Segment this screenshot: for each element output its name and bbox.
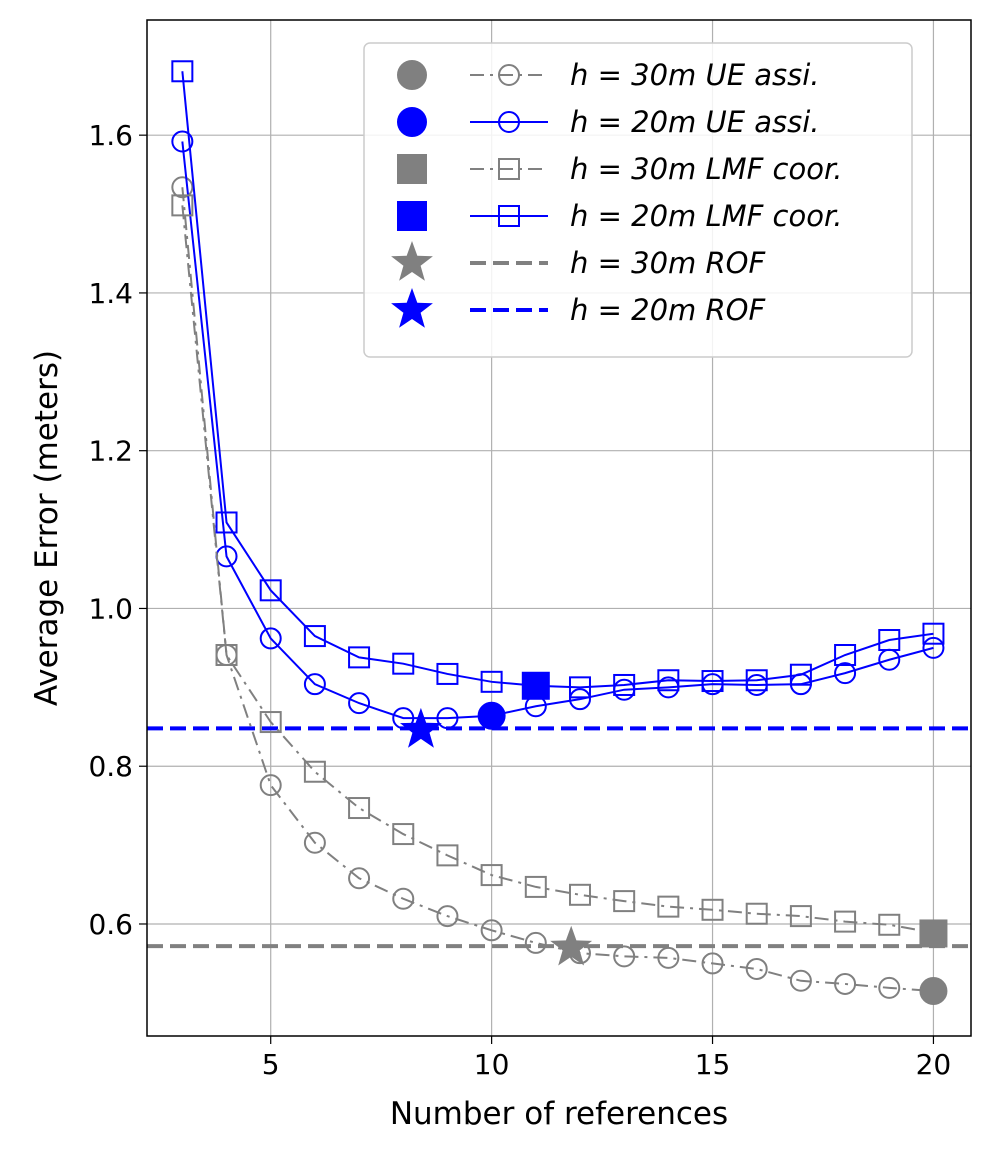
- data-point: [613, 673, 636, 696]
- data-point: [303, 625, 326, 648]
- series-line: [181, 205, 934, 934]
- data-point: [480, 919, 503, 942]
- data-point: [303, 831, 326, 854]
- legend-label: h = 20m UE assi.: [570, 105, 820, 139]
- y-tick-label: 0.6: [88, 908, 133, 941]
- x-tick-label: 15: [695, 1048, 731, 1081]
- data-point: [568, 883, 591, 906]
- y-axis-label: Average Error (meters): [29, 350, 65, 706]
- data-point: [789, 663, 812, 686]
- legend-circle-icon: [397, 107, 427, 137]
- data-point: [613, 890, 636, 913]
- y-tick-label: 1.6: [88, 119, 133, 152]
- data-point: [215, 511, 238, 534]
- data-point: [436, 662, 459, 685]
- data-point: [348, 867, 371, 890]
- y-tick-label: 0.8: [88, 750, 133, 783]
- data-point: [480, 670, 503, 693]
- data-point: [878, 976, 901, 999]
- legend-star-icon: [391, 241, 433, 281]
- data-point: [568, 688, 591, 711]
- data-point: [303, 760, 326, 783]
- data-point: [524, 875, 547, 898]
- x-tick-label: 5: [262, 1048, 280, 1081]
- data-point: [171, 60, 194, 83]
- legend-label: h = 30m LMF coor.: [570, 152, 842, 186]
- legend-circle-icon: [498, 111, 520, 133]
- data-point: [701, 670, 724, 693]
- data-point: [436, 905, 459, 928]
- legend-square-icon: [498, 205, 520, 227]
- data-point: [392, 652, 415, 675]
- data-point: [834, 662, 857, 685]
- data-point: [568, 676, 591, 699]
- series-line: [181, 71, 934, 689]
- highlight-marker: [400, 707, 442, 748]
- data-point: [613, 945, 636, 968]
- x-tick-label: 20: [916, 1048, 952, 1081]
- highlight-marker: [919, 977, 948, 1006]
- legend-circle-icon: [397, 60, 427, 90]
- data-point: [480, 864, 503, 887]
- data-point: [834, 644, 857, 666]
- data-point: [259, 711, 282, 734]
- data-point: [834, 910, 857, 933]
- plot-frame: [146, 19, 972, 1037]
- data-point: [657, 946, 680, 969]
- legend-label: h = 30m ROF: [570, 246, 766, 280]
- data-point: [392, 887, 415, 910]
- highlight-marker: [477, 701, 506, 730]
- data-point: [701, 898, 724, 921]
- data-point: [259, 627, 282, 650]
- data-point: [878, 629, 901, 652]
- legend-square-icon: [498, 158, 520, 180]
- y-tick-label: 1.2: [88, 435, 133, 468]
- x-axis-label: Number of references: [390, 1096, 728, 1132]
- data-point: [922, 622, 945, 645]
- y-tick-label: 1.4: [88, 277, 133, 310]
- y-tick-label: 1.0: [88, 592, 133, 625]
- legend-label: h = 30m UE assi.: [570, 58, 820, 92]
- data-point: [834, 972, 857, 995]
- data-point: [789, 969, 812, 992]
- legend: h = 30m UE assi. h = 20m UE assi. h = 30m …: [363, 42, 913, 358]
- data-point: [701, 952, 724, 975]
- legend-label: h = 20m ROF: [570, 293, 766, 327]
- highlight-marker: [550, 925, 593, 966]
- data-point: [878, 913, 901, 936]
- highlight-marker: [919, 919, 948, 948]
- data-point: [348, 646, 371, 669]
- data-point: [259, 774, 282, 797]
- legend-square-icon: [397, 154, 427, 184]
- data-point: [657, 669, 680, 692]
- legend-star-icon: [391, 288, 433, 328]
- data-point: [215, 644, 238, 666]
- data-point: [259, 579, 282, 602]
- data-point: [171, 194, 194, 217]
- data-point: [436, 707, 459, 730]
- data-point: [745, 957, 768, 980]
- data-point: [745, 902, 768, 925]
- data-point: [348, 692, 371, 715]
- series-line: [181, 187, 934, 993]
- data-point: [171, 130, 194, 153]
- data-point: [392, 823, 415, 846]
- data-point: [392, 707, 415, 730]
- legend-label: h = 20m LMF coor.: [570, 199, 842, 233]
- data-point: [789, 905, 812, 928]
- legend-circle-icon: [498, 64, 520, 86]
- legend-square-icon: [397, 201, 427, 231]
- data-point: [303, 673, 326, 696]
- highlight-marker: [521, 671, 550, 700]
- data-point: [348, 797, 371, 820]
- data-point: [524, 931, 547, 954]
- data-point: [922, 636, 945, 659]
- data-point: [745, 669, 768, 692]
- data-point: [436, 844, 459, 867]
- data-point: [171, 176, 194, 199]
- x-tick-label: 10: [474, 1048, 510, 1081]
- data-point: [657, 895, 680, 918]
